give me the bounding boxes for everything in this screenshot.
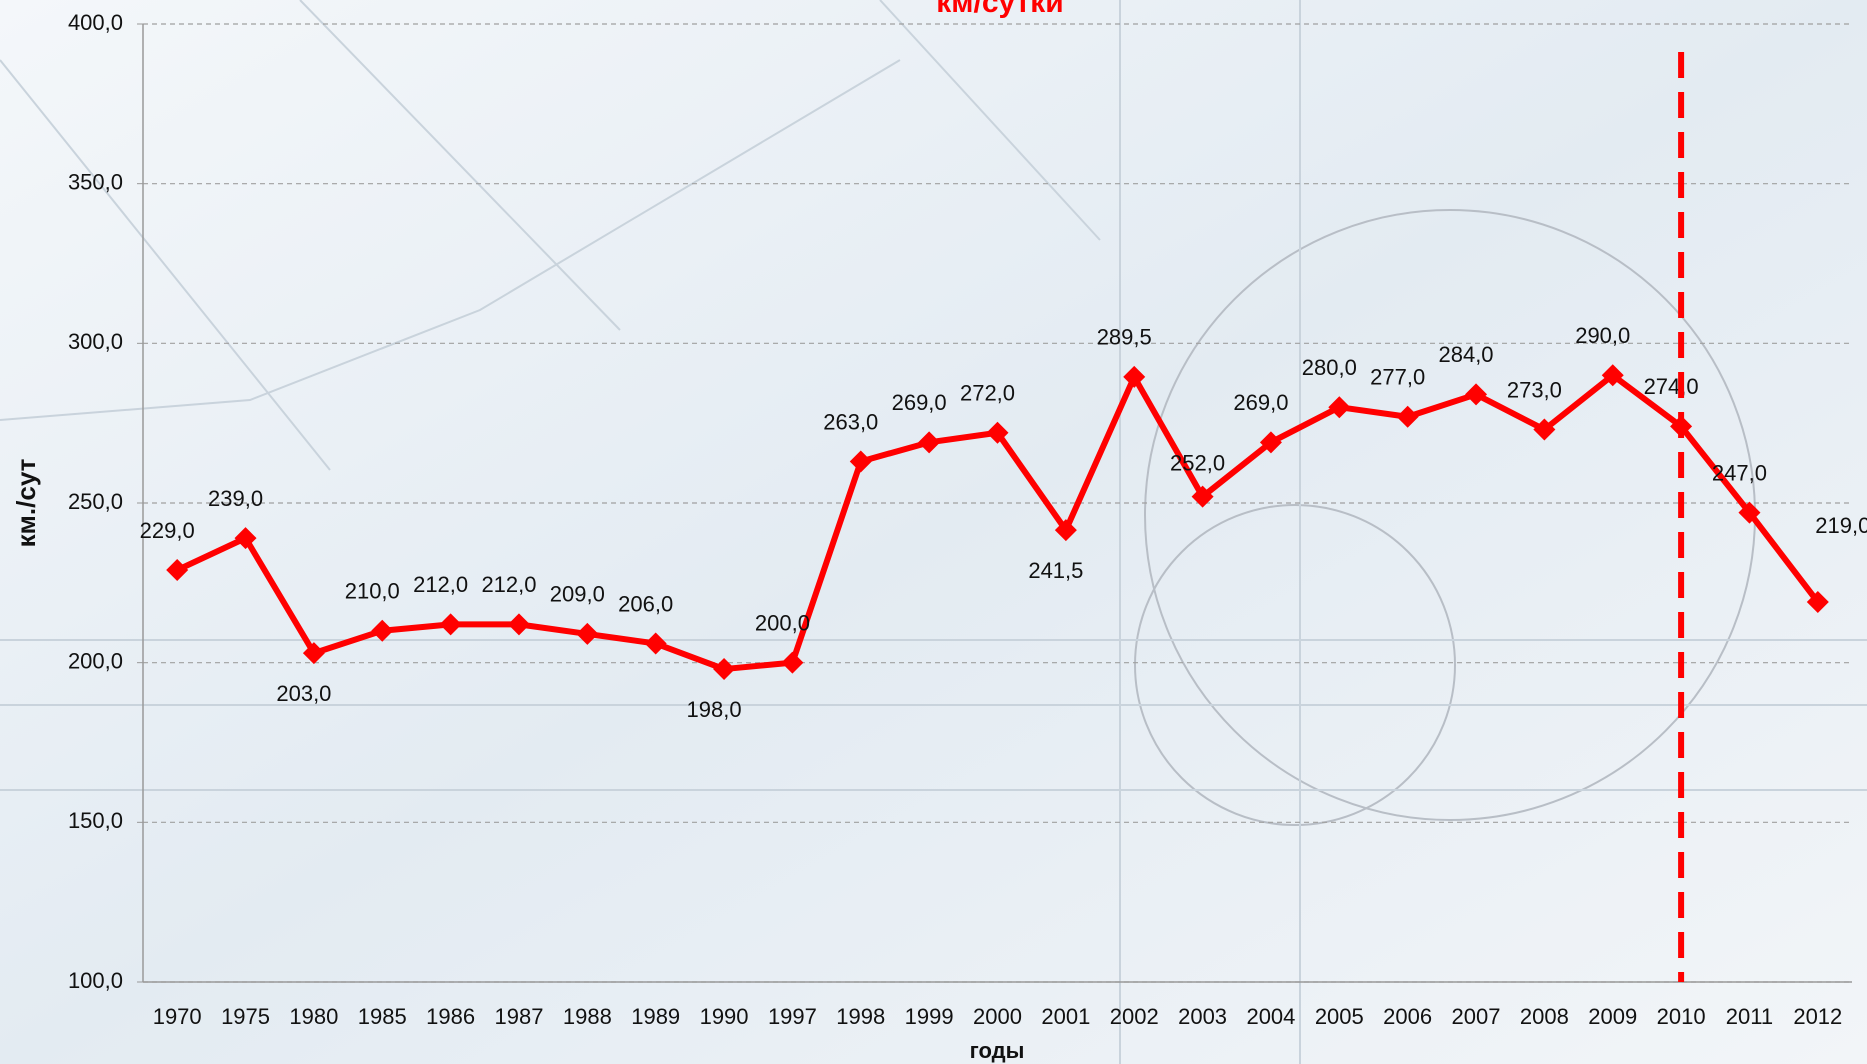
data-label: 229,0 <box>140 518 195 543</box>
data-label: 206,0 <box>618 591 673 616</box>
x-tick-label: 1998 <box>836 1004 885 1029</box>
x-tick-label: 2010 <box>1657 1004 1706 1029</box>
x-axis-label: годы <box>970 1038 1025 1063</box>
marker <box>713 658 736 681</box>
x-tick-label: 2007 <box>1452 1004 1501 1029</box>
marker <box>1123 365 1146 388</box>
y-tick-label: 150,0 <box>68 808 123 833</box>
marker <box>1465 383 1488 406</box>
data-label: 272,0 <box>960 381 1015 406</box>
marker <box>781 651 804 674</box>
marker <box>507 613 530 636</box>
data-label: 263,0 <box>823 409 878 434</box>
data-label: 280,0 <box>1302 355 1357 380</box>
x-tick-label: 1987 <box>495 1004 544 1029</box>
marker <box>1328 396 1351 419</box>
data-label: 212,0 <box>481 572 536 597</box>
data-label: 277,0 <box>1370 365 1425 390</box>
marker <box>1191 485 1214 508</box>
marker <box>1738 501 1761 524</box>
x-tick-label: 1990 <box>700 1004 749 1029</box>
x-tick-label: 1997 <box>768 1004 817 1029</box>
marker <box>166 559 189 582</box>
marker <box>234 527 257 550</box>
data-label: 241,5 <box>1028 558 1083 583</box>
marker <box>644 632 667 655</box>
data-label: 269,0 <box>1233 390 1288 415</box>
marker <box>1259 431 1282 454</box>
x-tick-label: 1980 <box>289 1004 338 1029</box>
x-tick-label: 2005 <box>1315 1004 1364 1029</box>
marker <box>1806 590 1829 613</box>
x-tick-label: 1986 <box>426 1004 475 1029</box>
x-tick-label: 2001 <box>1041 1004 1090 1029</box>
data-label: 239,0 <box>208 486 263 511</box>
data-label: 284,0 <box>1438 342 1493 367</box>
data-label: 273,0 <box>1507 377 1562 402</box>
data-label: 219,0 <box>1815 513 1867 538</box>
marker <box>302 642 325 665</box>
data-label: 289,5 <box>1097 325 1152 350</box>
x-tick-label: 2006 <box>1383 1004 1432 1029</box>
marker <box>1396 405 1419 428</box>
marker <box>1533 418 1556 441</box>
x-tick-label: 2004 <box>1246 1004 1295 1029</box>
data-label: 209,0 <box>550 582 605 607</box>
x-tick-label: 1999 <box>905 1004 954 1029</box>
y-tick-label: 250,0 <box>68 489 123 514</box>
x-tick-label: 1985 <box>358 1004 407 1029</box>
marker <box>918 431 941 454</box>
marker <box>986 421 1009 444</box>
marker <box>439 613 462 636</box>
data-label: 247,0 <box>1712 460 1767 485</box>
x-tick-label: 2008 <box>1520 1004 1569 1029</box>
data-label: 203,0 <box>276 681 331 706</box>
chart-title: км/сутки <box>936 0 1063 19</box>
marker <box>1054 519 1077 542</box>
y-tick-label: 200,0 <box>68 648 123 673</box>
x-tick-label: 1975 <box>221 1004 270 1029</box>
y-axis-label: км./сут <box>11 458 41 547</box>
marker <box>1601 364 1624 387</box>
marker <box>576 622 599 645</box>
data-label: 210,0 <box>345 579 400 604</box>
y-tick-label: 100,0 <box>68 968 123 993</box>
x-tick-label: 2000 <box>973 1004 1022 1029</box>
data-label: 198,0 <box>687 697 742 722</box>
y-tick-label: 400,0 <box>68 10 123 35</box>
data-label: 252,0 <box>1170 450 1225 475</box>
x-tick-label: 2011 <box>1726 1004 1773 1029</box>
x-tick-label: 1989 <box>631 1004 680 1029</box>
x-tick-label: 2003 <box>1178 1004 1227 1029</box>
x-tick-label: 2002 <box>1110 1004 1159 1029</box>
x-tick-label: 1988 <box>563 1004 612 1029</box>
x-tick-label: 2009 <box>1588 1004 1637 1029</box>
y-tick-label: 300,0 <box>68 329 123 354</box>
x-tick-label: 1970 <box>153 1004 202 1029</box>
data-label: 290,0 <box>1575 323 1630 348</box>
y-tick-label: 350,0 <box>68 169 123 194</box>
marker <box>371 619 394 642</box>
data-label: 212,0 <box>413 572 468 597</box>
data-label: 269,0 <box>892 390 947 415</box>
marker <box>849 450 872 473</box>
data-label: 274,0 <box>1644 374 1699 399</box>
data-label: 200,0 <box>755 610 810 635</box>
x-tick-label: 2012 <box>1793 1004 1842 1029</box>
